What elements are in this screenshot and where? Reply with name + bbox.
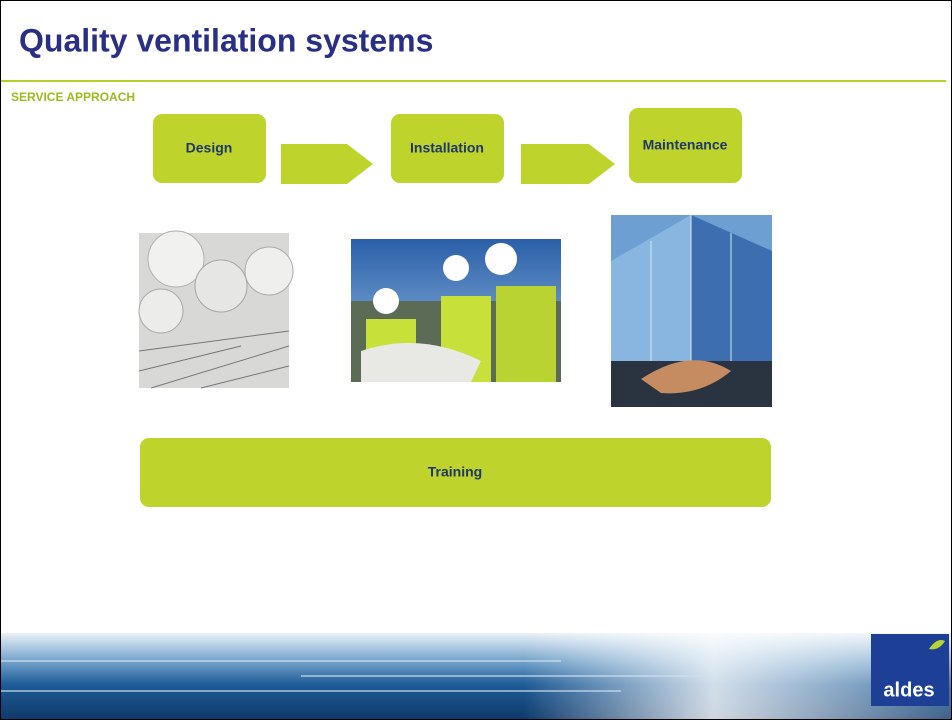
photo-pipes <box>139 231 293 388</box>
photo-handshake <box>611 215 772 407</box>
subtitle: SERVICE APPROACH <box>11 90 135 104</box>
slide-canvas: Quality ventilation systems SERVICE APPR… <box>1 1 951 719</box>
logo-text: aldes <box>883 679 934 701</box>
slide: Quality ventilation systems SERVICE APPR… <box>0 0 952 720</box>
photo-workers <box>351 239 561 382</box>
arrow <box>521 144 615 184</box>
step-label: Maintenance <box>643 137 728 153</box>
step-label: Installation <box>410 140 484 156</box>
arrow <box>281 144 373 184</box>
title: Quality ventilation systems <box>19 22 433 58</box>
step-label: Design <box>186 140 233 156</box>
training-label: Training <box>428 464 482 480</box>
